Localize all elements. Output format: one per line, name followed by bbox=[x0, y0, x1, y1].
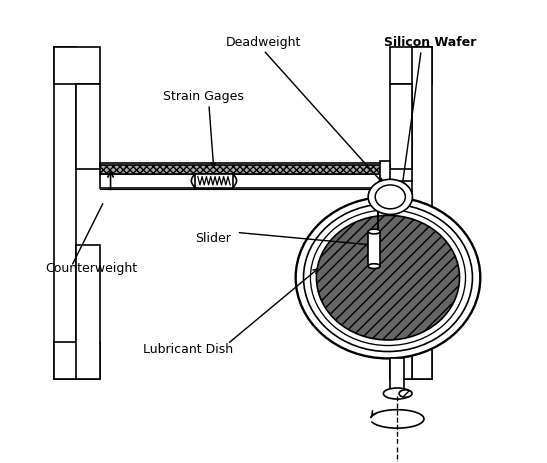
Bar bbox=[77, 84, 101, 169]
Bar bbox=[390, 84, 412, 169]
Text: Slider: Slider bbox=[196, 232, 231, 244]
Bar bbox=[390, 245, 412, 379]
Text: Lubricant Dish: Lubricant Dish bbox=[143, 343, 233, 356]
Ellipse shape bbox=[368, 179, 412, 214]
Bar bbox=[54, 342, 101, 379]
Bar bbox=[101, 174, 380, 188]
Ellipse shape bbox=[399, 390, 412, 397]
Text: Counterweight: Counterweight bbox=[45, 262, 137, 275]
Bar bbox=[101, 164, 380, 174]
Ellipse shape bbox=[296, 197, 480, 358]
Ellipse shape bbox=[368, 229, 380, 234]
Bar bbox=[368, 232, 380, 266]
Bar bbox=[54, 47, 101, 84]
Bar bbox=[390, 47, 432, 84]
Bar bbox=[380, 161, 390, 189]
Text: Strain Gages: Strain Gages bbox=[163, 90, 244, 103]
Ellipse shape bbox=[368, 264, 380, 269]
Ellipse shape bbox=[316, 215, 459, 340]
Bar bbox=[412, 47, 432, 379]
Ellipse shape bbox=[304, 204, 473, 351]
Ellipse shape bbox=[383, 388, 411, 399]
Ellipse shape bbox=[375, 185, 405, 209]
Text: Silicon Wafer: Silicon Wafer bbox=[384, 36, 476, 49]
Bar bbox=[390, 342, 432, 379]
Bar bbox=[391, 358, 404, 390]
Bar bbox=[195, 174, 233, 188]
Ellipse shape bbox=[311, 210, 465, 345]
Bar bbox=[77, 245, 101, 379]
Text: Deadweight: Deadweight bbox=[226, 36, 301, 49]
Bar bbox=[54, 47, 77, 379]
